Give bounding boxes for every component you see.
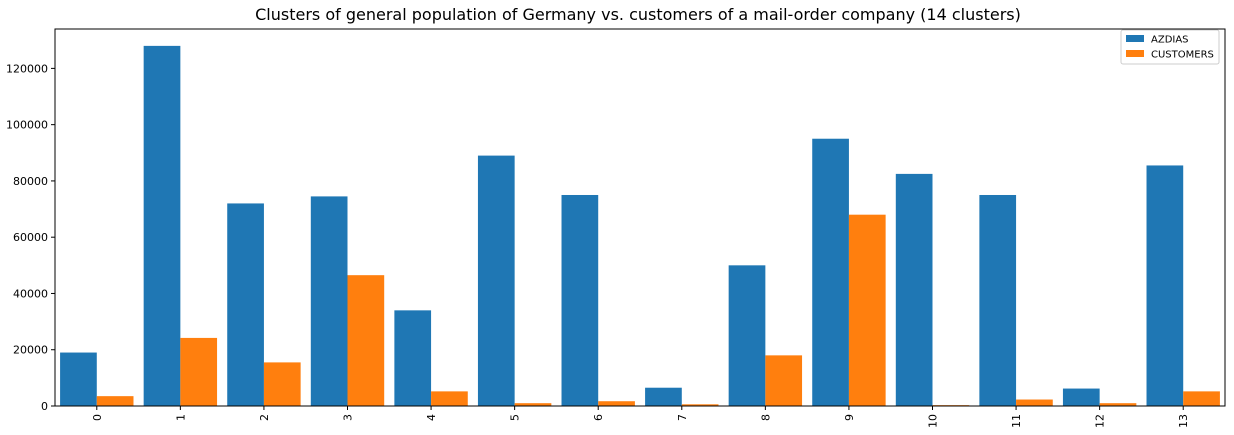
x-tick-label: 11 (1010, 414, 1023, 428)
bar-azdias-7 (645, 387, 682, 406)
bar-customers-13 (1183, 391, 1220, 406)
x-tick-label: 8 (759, 414, 772, 421)
bar-azdias-4 (394, 310, 432, 406)
x-tick-label: 5 (509, 414, 522, 421)
legend-swatch-customers (1126, 50, 1144, 57)
bar-customers-6 (598, 401, 635, 406)
bar-customers-4 (431, 391, 468, 406)
bar-customers-11 (1016, 399, 1053, 406)
legend-box (1120, 29, 1220, 65)
legend: AZDIAS CUSTOMERS (1120, 29, 1220, 65)
bar-azdias-0 (60, 352, 97, 406)
bar-azdias-10 (895, 173, 933, 406)
plot-frame (54, 28, 1226, 407)
legend-label-azdias: AZDIAS (1151, 35, 1189, 46)
bar-azdias-6 (561, 194, 599, 406)
x-tick-label: 9 (843, 414, 856, 421)
bars-group (60, 45, 1220, 407)
y-tick-label: 100000 (6, 119, 48, 132)
y-axis: 0 20000 40000 60000 80000 100000 120000 (6, 62, 55, 413)
y-tick-label: 120000 (6, 62, 48, 75)
bar-customers-2 (263, 362, 301, 406)
x-tick-label: 7 (676, 414, 689, 421)
bar-azdias-5 (477, 155, 515, 406)
x-tick-label: 13 (1177, 414, 1190, 428)
y-tick-label: 40000 (13, 287, 48, 300)
x-axis: 0 1 2 3 4 5 6 7 8 9 10 11 12 13 (91, 406, 1190, 428)
bar-customers-5 (514, 403, 552, 406)
x-tick-label: 6 (592, 414, 605, 421)
bar-azdias-3 (310, 196, 348, 406)
legend-label-customers: CUSTOMERS (1151, 50, 1214, 61)
x-tick-label: 0 (91, 414, 104, 421)
bar-customers-9 (848, 214, 886, 406)
bar-azdias-9 (812, 138, 849, 406)
x-tick-label: 10 (927, 414, 940, 428)
y-tick-label: 20000 (13, 344, 48, 357)
y-tick-label: 60000 (13, 231, 48, 244)
bar-azdias-12 (1062, 388, 1100, 406)
bar-azdias-11 (979, 194, 1017, 406)
x-tick-label: 3 (342, 414, 355, 421)
bar-azdias-13 (1146, 165, 1184, 406)
legend-swatch-azdias (1126, 35, 1144, 42)
x-tick-label: 2 (258, 414, 271, 421)
y-tick-label: 0 (41, 400, 48, 413)
bar-azdias-8 (728, 265, 766, 406)
bar-customers-8 (765, 355, 803, 406)
chart-title: Clusters of general population of German… (255, 5, 1021, 24)
bar-customers-3 (347, 275, 385, 406)
bar-azdias-2 (227, 203, 264, 406)
bar-customers-1 (180, 337, 218, 406)
x-tick-label: 12 (1094, 414, 1107, 428)
y-tick-label: 80000 (13, 175, 48, 188)
bar-azdias-1 (143, 45, 181, 407)
bar-customers-12 (1099, 403, 1137, 406)
x-tick-label: 4 (425, 414, 438, 421)
bar-customers-7 (681, 404, 719, 406)
bar-customers-0 (96, 396, 134, 406)
x-tick-label: 1 (174, 414, 187, 421)
